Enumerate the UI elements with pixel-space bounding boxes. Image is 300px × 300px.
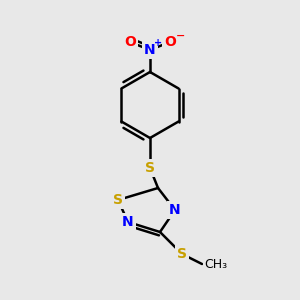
- Text: −: −: [176, 31, 186, 41]
- Text: O: O: [124, 35, 136, 49]
- Text: N: N: [169, 203, 181, 217]
- Text: O: O: [164, 35, 176, 49]
- Text: CH₃: CH₃: [204, 257, 227, 271]
- Text: S: S: [145, 161, 155, 175]
- Text: N: N: [122, 215, 134, 229]
- Text: +: +: [154, 38, 162, 48]
- Text: S: S: [145, 161, 155, 175]
- Text: S: S: [177, 247, 187, 261]
- Text: N: N: [144, 43, 156, 57]
- Text: S: S: [113, 193, 123, 207]
